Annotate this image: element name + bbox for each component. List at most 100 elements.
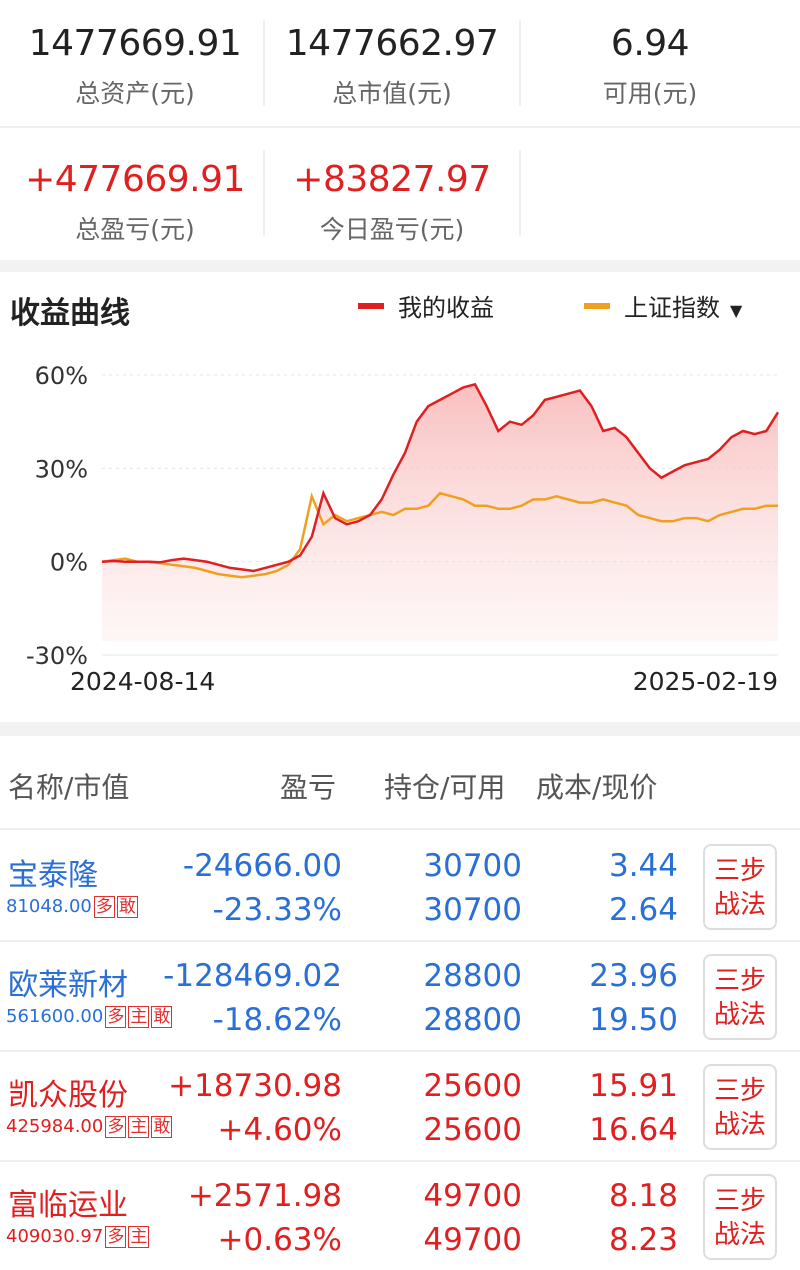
pnl-percent: -23.33% <box>212 892 342 928</box>
holding-row[interactable]: 宝泰隆 81048.00 多敢 -24666.00 -23.33% 30700 30700 3… <box>0 832 800 942</box>
total-pnl-stat: +477669.91 总盈亏(元) <box>4 158 266 246</box>
tag-badge: 主 <box>128 1226 150 1248</box>
my-returns-area <box>102 384 778 641</box>
total-pnl-value: +477669.91 <box>25 159 245 200</box>
available-qty: 49700 <box>423 1222 522 1258</box>
tag-badge: 敢 <box>151 1006 173 1028</box>
x-axis-start-label: 2024-08-14 <box>70 667 215 696</box>
cost-price: 3.44 <box>608 848 678 884</box>
pnl-amount: -24666.00 <box>182 848 342 884</box>
today-pnl-label: 今日盈亏(元) <box>319 215 465 244</box>
y-tick-label: 30% <box>35 455 88 483</box>
total-assets-value: 1477669.91 <box>28 23 242 64</box>
returns-chart: 60% 30% 0% -30% 2024-08-14 2025-02-19 <box>26 362 780 696</box>
cost-price: 15.91 <box>589 1068 678 1104</box>
position-qty: 49700 <box>423 1178 522 1214</box>
three-step-button[interactable]: 三步 战法 <box>703 1064 777 1150</box>
pnl-percent: +4.60% <box>217 1112 342 1148</box>
tag-badge: 敢 <box>151 1116 173 1138</box>
holding-row[interactable]: 富临运业 409030.97 多主 +2571.98 +0.63% 49700 49700 8… <box>0 1162 800 1270</box>
col-pnl-header[interactable]: 盈亏 <box>280 771 337 804</box>
divider <box>519 20 521 106</box>
total-assets-label: 总资产(元) <box>75 79 195 108</box>
divider <box>263 150 265 236</box>
available-value: 6.94 <box>610 23 690 64</box>
market-value-cell: 561600.00 多主敢 <box>6 1006 173 1028</box>
today-pnl-value: +83827.97 <box>293 159 491 200</box>
button-label-line2: 战法 <box>713 1110 766 1140</box>
stock-name[interactable]: 富临运业 <box>8 1188 128 1223</box>
chart-title: 收益曲线 <box>10 296 130 331</box>
position-qty: 30700 <box>423 848 522 884</box>
market-value: 409030.97 <box>6 1226 104 1247</box>
pnl-percent: +0.63% <box>217 1222 342 1258</box>
pnl-percent: -18.62% <box>212 1002 342 1038</box>
market-value-label: 总市值(元) <box>332 79 452 108</box>
caret-down-icon: ▼ <box>730 301 743 320</box>
tag-badge: 多 <box>105 1116 127 1138</box>
y-tick-label: 60% <box>35 362 88 390</box>
button-label-line1: 三步 <box>713 966 766 996</box>
summary-row-1: 1477669.91 总资产(元) 1477662.97 总市值(元) 6.94… <box>0 0 800 128</box>
legend-mine-label: 我的收益 <box>398 294 494 322</box>
button-label-line2: 战法 <box>713 1000 766 1030</box>
x-axis-end-label: 2025-02-19 <box>633 667 778 696</box>
tag-badge: 多 <box>93 896 115 918</box>
market-value-value: 1477662.97 <box>285 23 499 64</box>
market-value: 561600.00 <box>6 1006 104 1027</box>
summary-row-2: +477669.91 总盈亏(元) +83827.97 今日盈亏(元) <box>0 128 800 260</box>
holding-row[interactable]: 凯众股份 425984.00 多主敢 +18730.98 +4.60% 25600 2560… <box>0 1052 800 1162</box>
tag-badge: 主 <box>128 1006 150 1028</box>
stock-name[interactable]: 凯众股份 <box>8 1078 128 1113</box>
available-qty: 28800 <box>423 1002 522 1038</box>
market-value: 81048.00 <box>6 896 92 917</box>
three-step-button[interactable]: 三步 战法 <box>703 844 777 930</box>
legend-index-label: 上证指数 <box>624 294 720 322</box>
available-qty: 30700 <box>423 892 522 928</box>
holding-row[interactable]: 欧莱新材 561600.00 多主敢 -128469.02 -18.62% 28800 28… <box>0 942 800 1052</box>
button-label-line2: 战法 <box>713 890 766 920</box>
divider <box>263 20 265 106</box>
position-qty: 25600 <box>423 1068 522 1104</box>
section-gap <box>0 260 800 272</box>
pnl-amount: +18730.98 <box>168 1068 342 1104</box>
total-assets-stat: 1477669.91 总资产(元) <box>4 22 266 110</box>
legend-swatch-index <box>584 303 610 309</box>
available-stat: 6.94 可用(元) <box>519 22 781 110</box>
current-price: 19.50 <box>589 1002 678 1038</box>
cost-price: 23.96 <box>589 958 678 994</box>
divider <box>519 150 521 236</box>
three-step-button[interactable]: 三步 战法 <box>703 1174 777 1260</box>
col-name-header[interactable]: 名称/市值 <box>8 771 130 804</box>
total-pnl-label: 总盈亏(元) <box>75 215 195 244</box>
index-line <box>101 491 778 579</box>
current-price: 2.64 <box>608 892 678 928</box>
section-gap <box>0 722 800 736</box>
stock-name[interactable]: 宝泰隆 <box>8 858 98 893</box>
legend-swatch-mine <box>358 303 384 309</box>
legend-mine[interactable]: 我的收益 <box>358 288 494 323</box>
button-label-line1: 三步 <box>713 1076 766 1106</box>
market-value-cell: 409030.97 多主 <box>6 1226 150 1248</box>
tag-badge: 主 <box>128 1116 150 1138</box>
legend-index-dropdown[interactable]: 上证指数 ▼ <box>584 288 742 323</box>
pnl-amount: +2571.98 <box>187 1178 342 1214</box>
y-tick-label: -30% <box>26 642 88 670</box>
my-returns-line <box>101 382 780 573</box>
tag-badge: 敢 <box>116 896 138 918</box>
current-price: 8.23 <box>608 1222 678 1258</box>
three-step-button[interactable]: 三步 战法 <box>703 954 777 1040</box>
today-pnl-stat: +83827.97 今日盈亏(元) <box>261 158 523 246</box>
market-value-stat: 1477662.97 总市值(元) <box>261 22 523 110</box>
chart-header: 收益曲线 我的收益 上证指数 ▼ <box>0 280 800 340</box>
button-label-line2: 战法 <box>713 1220 766 1250</box>
position-qty: 28800 <box>423 958 522 994</box>
current-price: 16.64 <box>589 1112 678 1148</box>
market-value: 425984.00 <box>6 1116 104 1137</box>
pnl-amount: -128469.02 <box>163 958 342 994</box>
button-label-line1: 三步 <box>713 856 766 886</box>
col-position-header[interactable]: 持仓/可用 <box>384 771 506 804</box>
y-tick-label: 0% <box>50 549 88 577</box>
stock-name[interactable]: 欧莱新材 <box>8 968 128 1003</box>
col-cost-header[interactable]: 成本/现价 <box>536 771 658 804</box>
